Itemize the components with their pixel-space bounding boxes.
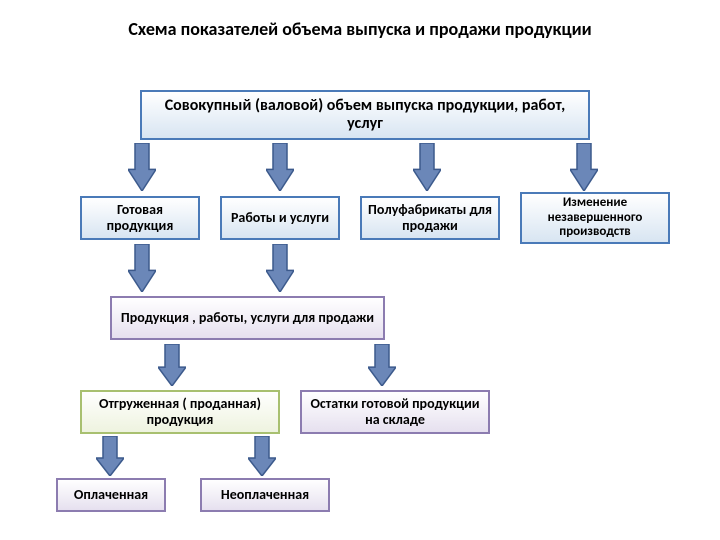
arrow-down-icon — [570, 143, 598, 191]
node-b1: Совокупный (валовой) объем выпуска проду… — [140, 90, 590, 140]
arrow-down-icon — [248, 436, 276, 476]
node-polufab: Полуфабрикаты для продажи — [360, 196, 500, 240]
page-title: Схема показателей объема выпуска и прода… — [0, 18, 720, 40]
arrow-down-icon — [158, 344, 186, 386]
arrow-down-icon — [266, 244, 294, 292]
arrow-down-icon — [266, 143, 294, 191]
arrow-down-icon — [96, 436, 124, 476]
node-oplachennaya: Оплаченная — [56, 478, 166, 512]
node-ostatki: Остатки готовой продукции на складе — [300, 390, 490, 434]
node-prodazha: Продукция , работы, услуги для продажи — [110, 296, 385, 340]
arrow-down-icon — [128, 244, 156, 292]
arrow-down-icon — [368, 344, 396, 386]
node-izmenenie: Изменение незавершенного производств — [520, 192, 670, 244]
node-neoplachennaya: Неоплаченная — [200, 478, 330, 512]
arrow-down-icon — [413, 143, 441, 191]
node-raboty: Работы и услуги — [220, 196, 340, 240]
arrow-down-icon — [128, 143, 156, 191]
node-otgruzhennaya: Отгруженная ( проданная) продукция — [80, 390, 280, 434]
node-gotovaya: Готовая продукция — [80, 196, 200, 240]
